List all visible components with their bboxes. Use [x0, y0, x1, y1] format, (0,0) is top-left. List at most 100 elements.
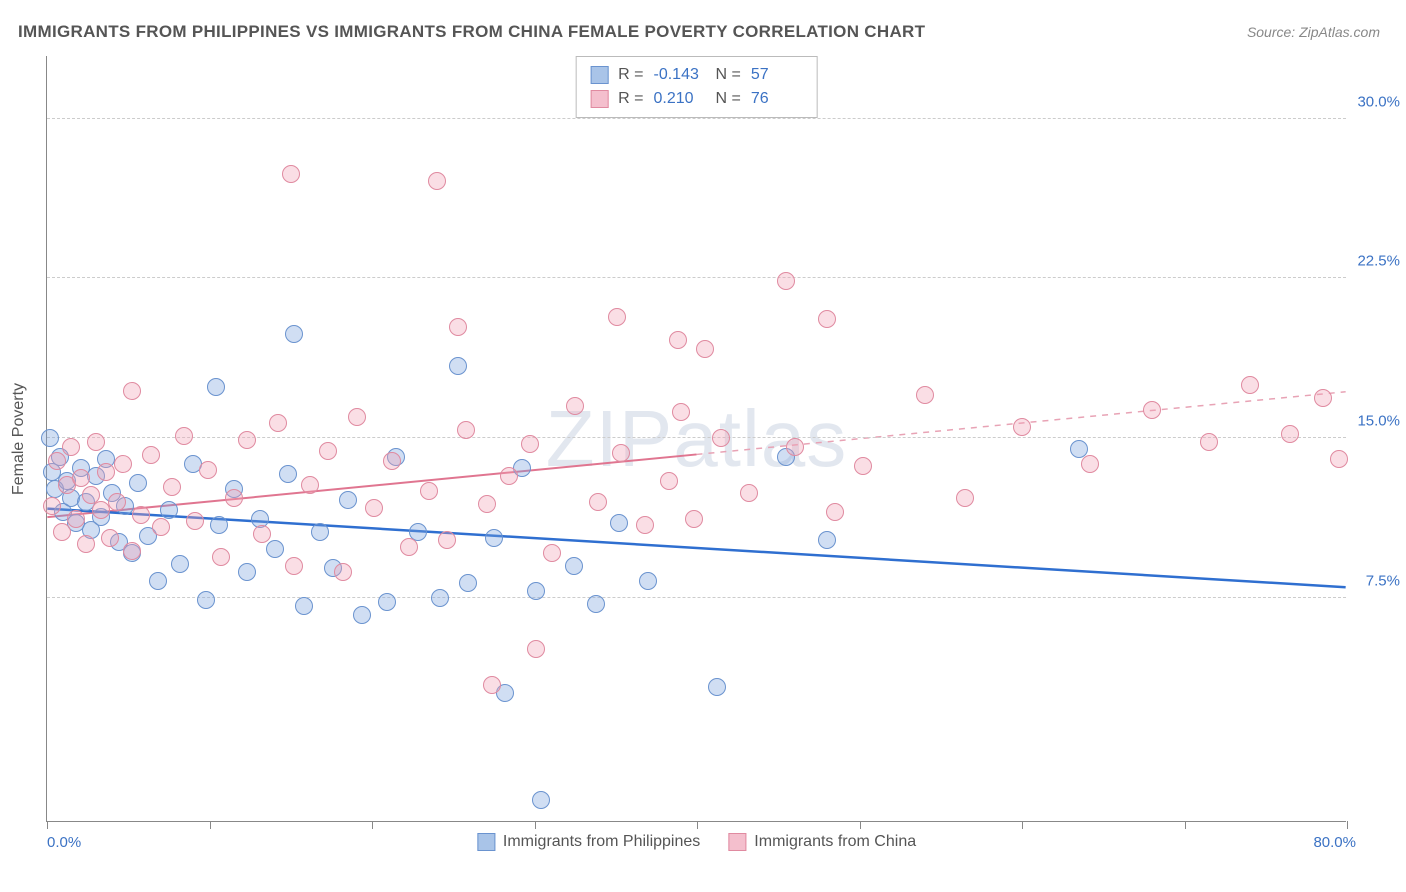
marker-china	[365, 499, 383, 517]
marker-china	[608, 308, 626, 326]
marker-philippines	[639, 572, 657, 590]
x-tick	[210, 821, 211, 829]
x-tick	[860, 821, 861, 829]
x-tick	[47, 821, 48, 829]
marker-china	[777, 272, 795, 290]
legend-swatch	[477, 833, 495, 851]
stat-r-label: R =	[618, 63, 643, 87]
gridline	[47, 118, 1346, 119]
stat-r-value: 0.210	[654, 87, 706, 111]
marker-china	[285, 557, 303, 575]
marker-china	[685, 510, 703, 528]
marker-china	[672, 403, 690, 421]
marker-china	[92, 501, 110, 519]
marker-china	[301, 476, 319, 494]
marker-china	[53, 523, 71, 541]
marker-philippines	[449, 357, 467, 375]
marker-philippines	[311, 523, 329, 541]
marker-china	[1281, 425, 1299, 443]
marker-china	[1330, 450, 1348, 468]
marker-china	[854, 457, 872, 475]
marker-china	[348, 408, 366, 426]
x-tick	[1022, 821, 1023, 829]
marker-philippines	[587, 595, 605, 613]
marker-china	[612, 444, 630, 462]
marker-china	[212, 548, 230, 566]
marker-china	[478, 495, 496, 513]
marker-china	[1143, 401, 1161, 419]
stats-row: R =-0.143N =57	[590, 63, 803, 87]
marker-philippines	[527, 582, 545, 600]
watermark-thin: atlas	[673, 394, 847, 483]
x-tick	[535, 821, 536, 829]
marker-china	[67, 510, 85, 528]
x-tick	[1185, 821, 1186, 829]
marker-china	[319, 442, 337, 460]
marker-china	[77, 535, 95, 553]
y-tick-label: 7.5%	[1366, 572, 1400, 589]
marker-china	[238, 431, 256, 449]
chart-container: IMMIGRANTS FROM PHILIPPINES VS IMMIGRANT…	[0, 0, 1406, 892]
marker-philippines	[238, 563, 256, 581]
marker-china	[696, 340, 714, 358]
stat-n-label: N =	[716, 87, 741, 111]
marker-philippines	[207, 378, 225, 396]
marker-philippines	[339, 491, 357, 509]
legend-swatch	[590, 66, 608, 84]
marker-philippines	[708, 678, 726, 696]
marker-china	[818, 310, 836, 328]
marker-china	[438, 531, 456, 549]
marker-china	[669, 331, 687, 349]
marker-china	[589, 493, 607, 511]
x-tick	[697, 821, 698, 829]
stats-row: R =0.210N =76	[590, 87, 803, 111]
marker-china	[660, 472, 678, 490]
marker-china	[72, 469, 90, 487]
marker-china	[1013, 418, 1031, 436]
x-axis-max-label: 80.0%	[1313, 834, 1356, 851]
marker-china	[956, 489, 974, 507]
marker-philippines	[565, 557, 583, 575]
marker-philippines	[171, 555, 189, 573]
marker-philippines	[149, 572, 167, 590]
marker-china	[108, 493, 126, 511]
marker-philippines	[285, 325, 303, 343]
legend-swatch	[728, 833, 746, 851]
stat-n-value: 57	[751, 63, 803, 87]
marker-philippines	[378, 593, 396, 611]
y-axis-label: Female Poverty	[10, 382, 28, 494]
marker-china	[383, 452, 401, 470]
marker-china	[400, 538, 418, 556]
marker-china	[1081, 455, 1099, 473]
plot-area: Female Poverty ZIPatlas 0.0% 80.0% R =-0…	[46, 56, 1346, 822]
marker-china	[636, 516, 654, 534]
marker-china	[1241, 376, 1259, 394]
marker-china	[186, 512, 204, 530]
marker-philippines	[295, 597, 313, 615]
marker-china	[142, 446, 160, 464]
marker-china	[334, 563, 352, 581]
marker-china	[740, 484, 758, 502]
marker-china	[449, 318, 467, 336]
marker-china	[163, 478, 181, 496]
legend-item: Immigrants from China	[728, 833, 916, 851]
marker-china	[566, 397, 584, 415]
marker-china	[500, 467, 518, 485]
marker-philippines	[459, 574, 477, 592]
marker-china	[152, 518, 170, 536]
marker-philippines	[129, 474, 147, 492]
legend-label: Immigrants from Philippines	[503, 833, 700, 851]
marker-philippines	[160, 501, 178, 519]
chart-title: IMMIGRANTS FROM PHILIPPINES VS IMMIGRANT…	[18, 22, 925, 42]
marker-china	[253, 525, 271, 543]
x-tick	[372, 821, 373, 829]
marker-philippines	[197, 591, 215, 609]
legend-swatch	[590, 90, 608, 108]
marker-china	[282, 165, 300, 183]
marker-china	[132, 506, 150, 524]
stat-r-value: -0.143	[654, 63, 706, 87]
marker-china	[101, 529, 119, 547]
marker-china	[521, 435, 539, 453]
marker-china	[269, 414, 287, 432]
marker-china	[123, 382, 141, 400]
